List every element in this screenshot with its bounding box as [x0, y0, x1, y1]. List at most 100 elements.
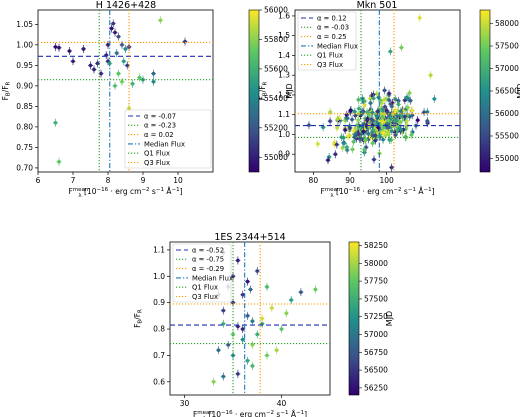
y-tick-label: 0.7: [153, 351, 165, 360]
data-point: [386, 135, 392, 144]
marker: [381, 137, 385, 142]
marker: [245, 358, 250, 363]
marker: [407, 91, 412, 95]
data-point: [95, 59, 100, 68]
data-point: [364, 116, 370, 125]
y-tick-label: 1.5: [278, 31, 290, 40]
marker: [326, 158, 330, 162]
y-axis-label: FB/FR: [133, 309, 144, 328]
marker: [350, 117, 354, 122]
marker: [386, 125, 391, 130]
y-tick-label: 1.0: [153, 272, 165, 281]
marker: [88, 63, 93, 68]
marker: [109, 26, 114, 31]
marker: [248, 287, 253, 292]
legend-entry: α = 0.12: [317, 14, 347, 22]
marker: [289, 298, 294, 302]
marker: [113, 30, 117, 35]
colorbar-tick-label: 57500: [495, 42, 519, 51]
colorbar-tick-label: 57250: [364, 312, 388, 321]
marker: [111, 21, 116, 26]
marker: [389, 165, 394, 170]
data-point: [264, 351, 270, 360]
legend-entry: Median Flux: [144, 140, 185, 148]
marker: [221, 374, 226, 379]
marker: [387, 138, 392, 142]
marker: [384, 96, 388, 101]
marker: [348, 126, 352, 130]
data-point: [327, 117, 333, 126]
colorbar-tick-label: 57500: [364, 294, 388, 303]
marker: [67, 49, 72, 53]
colorbar-tick-label: 56500: [364, 366, 388, 375]
chart-title: 1ES 2344+514: [214, 232, 285, 243]
data-point: [249, 361, 255, 370]
marker: [386, 118, 391, 123]
data-point: [352, 107, 358, 116]
y-tick-label: 0.85: [16, 102, 33, 111]
y-tick-label: 1.2: [278, 90, 290, 99]
data-points: [306, 13, 437, 172]
marker: [335, 126, 339, 130]
marker: [410, 108, 414, 113]
data-point: [151, 77, 156, 86]
marker: [342, 141, 346, 146]
marker: [211, 380, 216, 384]
marker: [95, 61, 100, 66]
data-point: [158, 16, 163, 25]
data-point: [298, 288, 304, 297]
marker: [350, 147, 355, 152]
y-tick-label: 1.6: [278, 11, 290, 20]
data-point: [126, 104, 132, 113]
marker: [409, 133, 414, 137]
x-tick-label: 90: [345, 176, 355, 185]
legend-frame: [297, 11, 357, 71]
marker: [356, 118, 361, 122]
marker: [351, 140, 356, 144]
legend-entry: α = -0.07: [144, 112, 176, 120]
marker: [245, 279, 250, 284]
data-point: [67, 47, 72, 56]
x-tick-label: 10: [173, 176, 183, 185]
data-point: [56, 157, 62, 166]
marker: [127, 106, 131, 111]
marker: [340, 146, 345, 150]
data-point: [269, 303, 275, 312]
marker: [406, 96, 410, 101]
y-tick-label: 0.9: [278, 150, 290, 159]
legend-entry: Q1 Flux: [144, 150, 170, 158]
data-point: [240, 325, 246, 334]
data-point: [211, 377, 217, 386]
marker: [373, 133, 378, 138]
marker: [375, 91, 379, 96]
data-point: [342, 125, 348, 134]
colorbar-tick-label: 55600: [264, 64, 288, 73]
marker: [353, 126, 358, 130]
legend-entry: Q3 Flux: [317, 61, 343, 69]
marker: [335, 117, 340, 122]
marker: [284, 311, 289, 316]
x-tick-label: 8: [106, 176, 111, 185]
data-point: [130, 79, 135, 88]
data-point: [364, 108, 370, 117]
marker: [390, 129, 394, 133]
colorbar-tick-label: 56000: [495, 109, 519, 118]
data-point: [368, 99, 374, 108]
marker: [158, 18, 163, 23]
data-point: [249, 317, 255, 326]
x-tick-label: 40: [277, 399, 287, 408]
marker: [415, 118, 420, 122]
marker: [406, 105, 410, 110]
marker: [396, 102, 401, 107]
marker: [121, 59, 126, 64]
marker: [240, 327, 245, 331]
marker: [255, 269, 260, 273]
colorbar-label: MJD: [516, 83, 520, 98]
marker: [125, 63, 130, 68]
x-tick-label: 7: [71, 176, 76, 185]
marker: [368, 96, 373, 101]
marker: [425, 119, 430, 123]
